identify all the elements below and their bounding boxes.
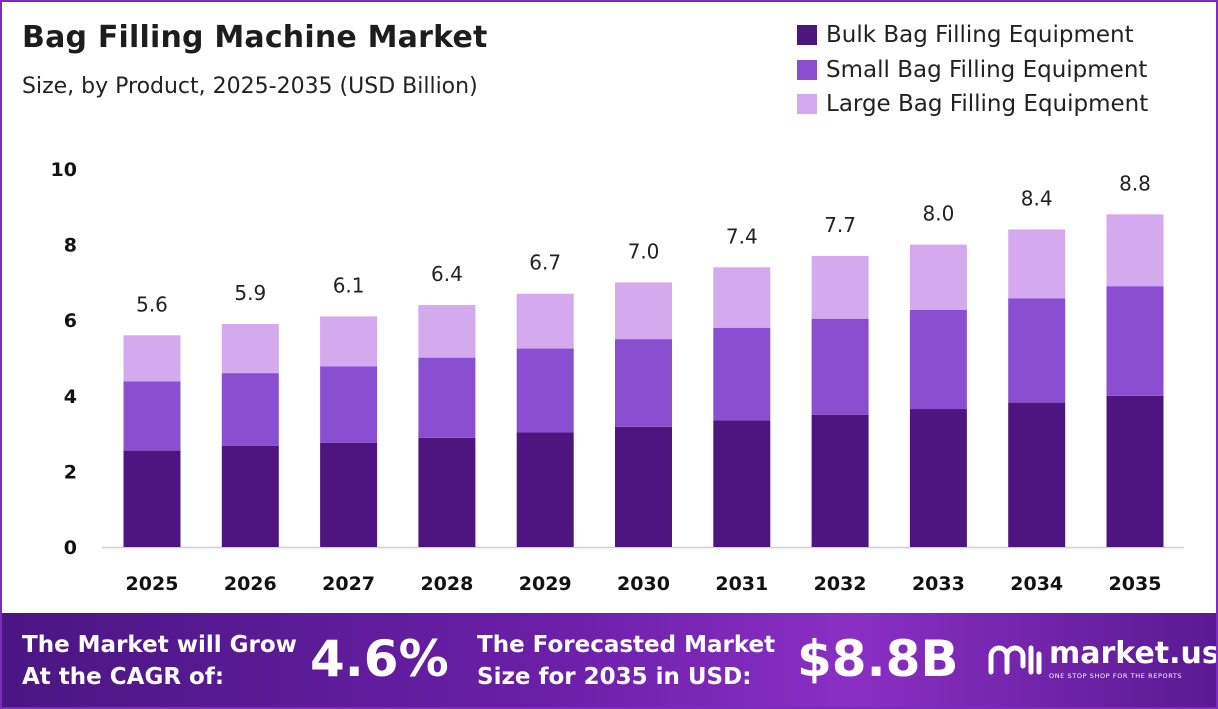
- bar-segment-small: [909, 309, 967, 410]
- market-us-logo-icon: [988, 645, 1042, 674]
- bar-segment-bulk: [320, 442, 378, 547]
- summary-banner: The Market will Grow At the CAGR of: 4.6…: [2, 613, 1216, 707]
- cagr-label-line1: The Market will Grow: [22, 632, 297, 658]
- x-tick-label: 2033: [912, 573, 965, 595]
- market-us-logo: market.us ONE STOP SHOP FOR THE REPORTS: [987, 636, 1218, 680]
- x-tick-label: 2032: [814, 573, 867, 595]
- y-tick-label: 6: [64, 310, 77, 332]
- bar-segment-large: [123, 335, 181, 382]
- bar-segment-small: [1106, 286, 1164, 396]
- bar-segment-large: [1008, 229, 1066, 299]
- bar-segment-bulk: [909, 409, 967, 547]
- logo-name: market.us: [1049, 636, 1218, 671]
- bar-total-label: 7.4: [726, 224, 758, 248]
- bar-segment-bulk: [516, 432, 574, 547]
- chart-title: Bag Filling Machine Market: [22, 20, 488, 55]
- x-tick-label: 2031: [715, 573, 768, 595]
- x-tick-label: 2029: [519, 573, 572, 595]
- bar-total-label: 8.4: [1021, 186, 1053, 210]
- y-tick-label: 10: [51, 159, 77, 181]
- y-tick-label: 8: [64, 235, 77, 257]
- legend-label-small: Small Bag Filling Equipment: [826, 56, 1148, 83]
- cagr-label-line2: At the CAGR of:: [22, 664, 225, 690]
- bar-segment-small: [1008, 298, 1066, 403]
- bar-total-label: 7.7: [824, 213, 856, 237]
- x-tick-label: 2035: [1109, 573, 1162, 595]
- bar-total-label: 5.6: [136, 292, 168, 316]
- bar-segment-small: [320, 366, 378, 443]
- forecast-label: The Forecasted Market Size for 2035 in U…: [477, 629, 775, 693]
- bar-segment-bulk: [615, 426, 672, 547]
- forecast-value: $8.8B: [797, 630, 959, 688]
- x-tick-label: 2025: [126, 573, 179, 595]
- bar-segment-large: [221, 323, 279, 374]
- y-tick-label: 2: [64, 461, 77, 483]
- x-tick-label: 2034: [1010, 573, 1063, 595]
- legend-label-large: Large Bag Filling Equipment: [826, 91, 1149, 118]
- legend-swatch-small: [797, 59, 817, 80]
- bar-total-label: 6.7: [529, 251, 561, 275]
- x-tick-label: 2030: [617, 573, 670, 595]
- logo-tagline: ONE STOP SHOP FOR THE REPORTS: [1049, 672, 1183, 680]
- bar-segment-large: [615, 282, 672, 340]
- bar-segment-large: [1106, 214, 1164, 287]
- bar-segment-small: [713, 327, 771, 421]
- cagr-label: The Market will Grow At the CAGR of:: [22, 629, 297, 693]
- bar-segment-small: [418, 357, 476, 438]
- x-tick-label: 2028: [420, 573, 473, 595]
- chart-legend: Bulk Bag Filling Equipment Small Bag Fil…: [797, 18, 1148, 122]
- bar-segment-small: [221, 373, 279, 446]
- bar-segment-bulk: [1106, 395, 1164, 547]
- bar-total-label: 6.4: [431, 262, 463, 286]
- bar-segment-bulk: [1008, 402, 1066, 547]
- stacked-bar-chart: 0 2 4 6 8 10 5.6 2025 5.9 2026 6.1 2027 6.4 2028 6.7 20…: [51, 159, 1184, 595]
- forecast-label-line1: The Forecasted Market: [477, 632, 776, 658]
- bar-segment-large: [516, 293, 574, 349]
- bar-total-label: 8.0: [922, 202, 954, 226]
- chart-subtitle: Size, by Product, 2025-2035 (USD Billion…: [22, 74, 478, 99]
- y-tick-label: 4: [64, 386, 77, 408]
- bar-segment-large: [320, 316, 378, 367]
- x-tick-label: 2026: [224, 573, 277, 595]
- bar-segment-small: [615, 339, 672, 427]
- forecast-label-line2: Size for 2035 in USD:: [477, 664, 752, 690]
- legend-label-bulk: Bulk Bag Filling Equipment: [826, 22, 1134, 49]
- bar-segment-bulk: [713, 420, 771, 547]
- bar-total-label: 6.1: [333, 273, 365, 297]
- bar-segment-large: [418, 305, 476, 358]
- bar-segment-bulk: [418, 437, 476, 547]
- bar-segment-bulk: [811, 414, 869, 547]
- bar-segment-bulk: [123, 450, 181, 547]
- bar-segment-large: [811, 255, 869, 319]
- bar-total-label: 5.9: [234, 281, 266, 305]
- legend-swatch-bulk: [797, 25, 817, 46]
- bar-segment-large: [909, 244, 967, 310]
- legend-swatch-large: [797, 94, 817, 115]
- bar-total-label: 7.0: [628, 239, 660, 263]
- bar-total-label: 8.8: [1119, 171, 1151, 195]
- bar-segment-small: [123, 381, 181, 451]
- legend-item-small: Small Bag Filling Equipment: [797, 53, 1148, 88]
- legend-item-bulk: Bulk Bag Filling Equipment: [797, 18, 1148, 53]
- bar-segment-large: [713, 267, 771, 328]
- bar-segment-small: [811, 318, 869, 415]
- y-tick-label: 0: [64, 537, 77, 559]
- bar-segment-small: [516, 348, 574, 433]
- cagr-value: 4.6%: [310, 630, 449, 688]
- bar-segment-bulk: [221, 445, 279, 547]
- legend-item-large: Large Bag Filling Equipment: [797, 87, 1148, 122]
- x-tick-label: 2027: [322, 573, 375, 595]
